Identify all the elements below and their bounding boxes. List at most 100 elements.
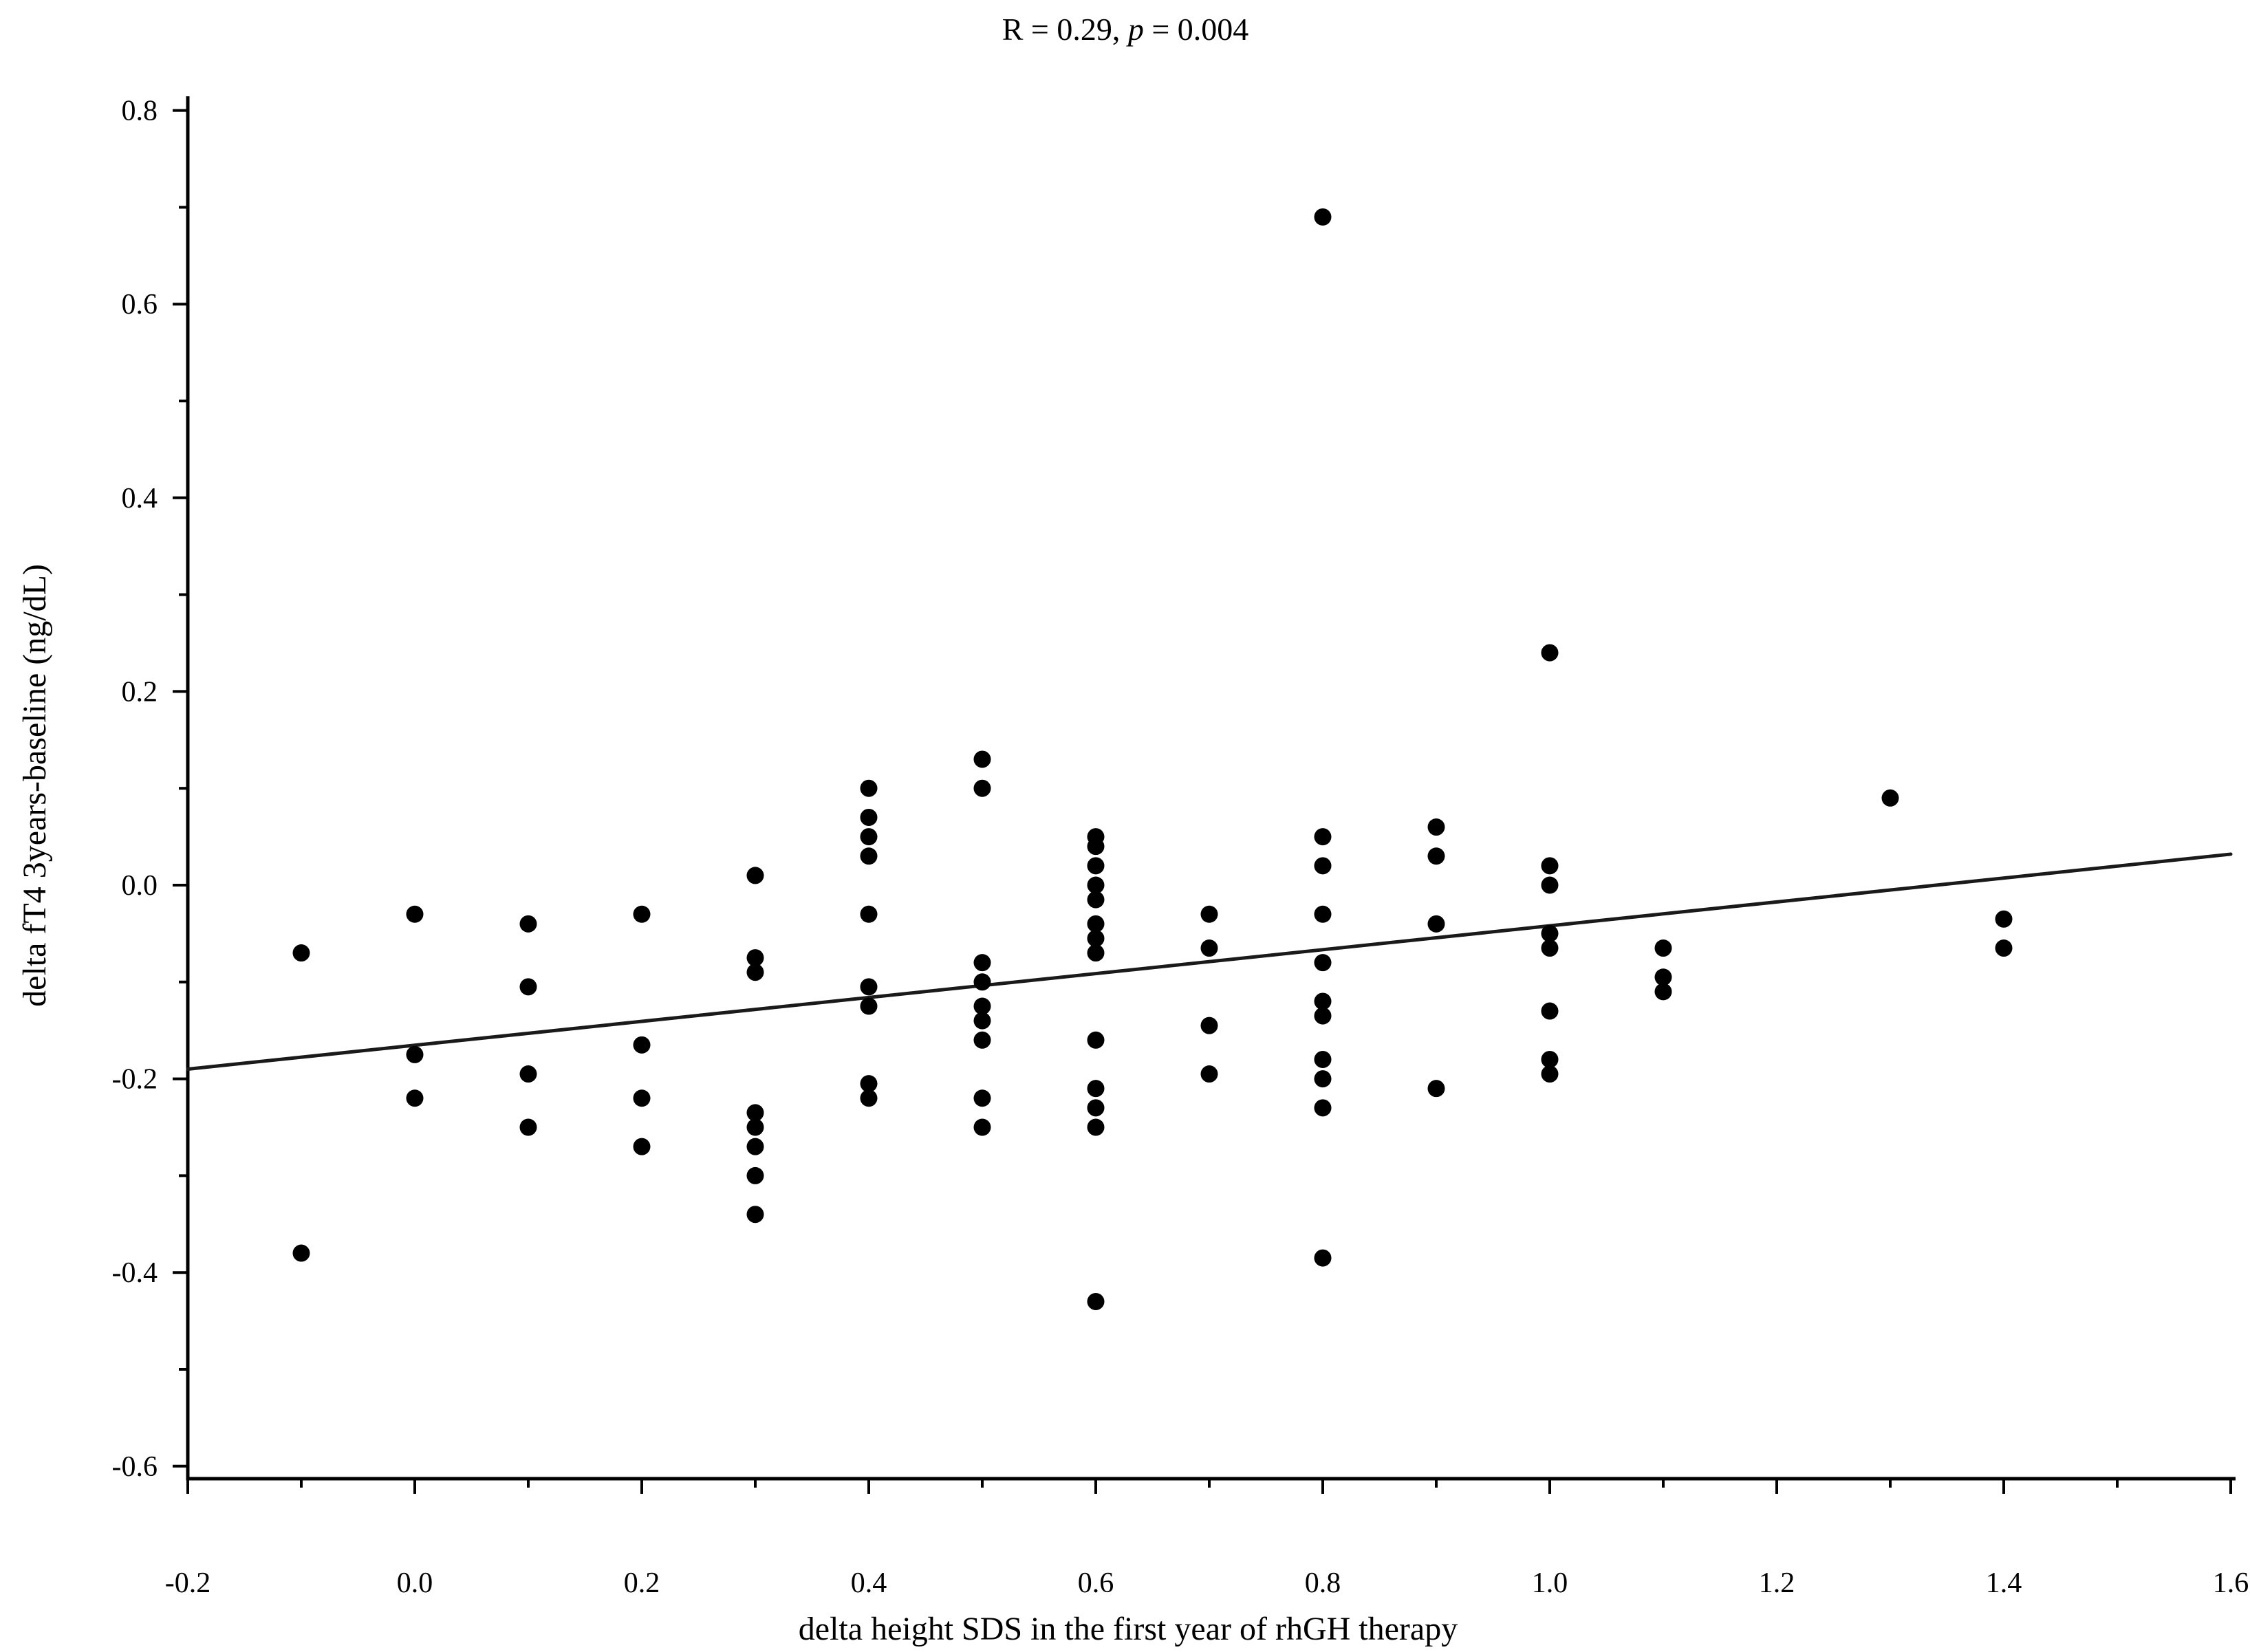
data-point bbox=[973, 973, 991, 991]
data-point bbox=[860, 978, 878, 996]
data-point bbox=[746, 1138, 764, 1155]
data-point bbox=[860, 828, 878, 846]
x-tick-label: 1.0 bbox=[1532, 1567, 1568, 1599]
data-point bbox=[1541, 1002, 1559, 1020]
data-point bbox=[1314, 208, 1332, 226]
data-point bbox=[1995, 939, 2013, 957]
data-point bbox=[1087, 1099, 1105, 1117]
data-point bbox=[1541, 644, 1559, 662]
y-tick-label: -0.4 bbox=[112, 1257, 158, 1289]
data-point bbox=[973, 954, 991, 972]
data-point bbox=[973, 779, 991, 797]
y-tick-label: -0.2 bbox=[112, 1064, 158, 1096]
data-point bbox=[406, 1089, 424, 1107]
data-point bbox=[1314, 1007, 1332, 1025]
x-tick-label: 1.2 bbox=[1759, 1567, 1795, 1599]
data-point bbox=[633, 905, 651, 923]
data-point bbox=[973, 1031, 991, 1049]
data-point bbox=[1200, 939, 1218, 957]
data-point bbox=[406, 905, 424, 923]
data-point bbox=[519, 978, 537, 996]
data-point bbox=[1087, 929, 1105, 947]
data-point bbox=[1427, 847, 1445, 865]
data-point bbox=[1087, 1080, 1105, 1098]
data-point bbox=[1654, 939, 1672, 957]
data-point bbox=[1881, 789, 1899, 807]
y-tick-label: -0.6 bbox=[112, 1451, 158, 1483]
data-point bbox=[1087, 1292, 1105, 1310]
chart-title-prefix: R = 0.29, bbox=[1002, 12, 1128, 47]
y-tick-label: 0.8 bbox=[122, 96, 158, 127]
y-tick-label: 0.4 bbox=[122, 483, 158, 514]
x-tick-label: -0.2 bbox=[165, 1567, 211, 1599]
data-points bbox=[292, 208, 2013, 1310]
data-point bbox=[519, 1065, 537, 1083]
axis-ticks bbox=[173, 109, 2232, 1494]
data-point bbox=[292, 1244, 310, 1262]
data-point bbox=[746, 1118, 764, 1136]
x-tick-label: 0.2 bbox=[624, 1567, 660, 1599]
data-point bbox=[1087, 944, 1105, 962]
data-point bbox=[860, 808, 878, 826]
x-tick-label: 0.6 bbox=[1078, 1567, 1114, 1599]
data-point bbox=[406, 1045, 424, 1063]
data-point bbox=[973, 997, 991, 1015]
data-point bbox=[1541, 857, 1559, 875]
x-tick-label: 1.4 bbox=[1986, 1567, 2022, 1599]
data-point bbox=[973, 1012, 991, 1030]
data-point bbox=[1541, 1050, 1559, 1068]
data-point bbox=[1541, 939, 1559, 957]
data-point bbox=[1314, 1050, 1332, 1068]
data-point bbox=[1541, 876, 1559, 894]
data-point bbox=[973, 750, 991, 768]
data-point bbox=[1427, 1080, 1445, 1098]
data-point bbox=[973, 1118, 991, 1136]
data-point bbox=[1087, 876, 1105, 894]
data-point bbox=[1087, 838, 1105, 856]
data-point bbox=[860, 997, 878, 1015]
data-point bbox=[1654, 968, 1672, 986]
data-point bbox=[860, 1089, 878, 1107]
y-tick-label: 0.2 bbox=[122, 676, 158, 708]
data-point bbox=[860, 1075, 878, 1093]
data-point bbox=[1314, 857, 1332, 875]
data-point bbox=[746, 1206, 764, 1224]
x-tick-label: 0.0 bbox=[397, 1567, 433, 1599]
chart-title: R = 0.29, p = 0.004 bbox=[1002, 12, 1249, 47]
data-point bbox=[1087, 915, 1105, 933]
data-point bbox=[1427, 915, 1445, 933]
data-point bbox=[860, 847, 878, 865]
x-tick-label: 1.6 bbox=[2213, 1567, 2249, 1599]
data-point bbox=[746, 1166, 764, 1184]
data-point bbox=[633, 1089, 651, 1107]
data-point bbox=[1200, 905, 1218, 923]
data-point bbox=[1314, 1249, 1332, 1267]
data-point bbox=[860, 905, 878, 923]
data-point bbox=[1314, 1099, 1332, 1117]
data-point bbox=[746, 867, 764, 884]
data-point bbox=[1314, 1070, 1332, 1088]
data-point bbox=[1541, 1065, 1559, 1083]
x-tick-label: 0.4 bbox=[851, 1567, 887, 1599]
data-point bbox=[519, 915, 537, 933]
data-point bbox=[1314, 828, 1332, 846]
data-point bbox=[1654, 983, 1672, 1001]
data-point bbox=[973, 1089, 991, 1107]
data-point bbox=[1087, 891, 1105, 909]
axis-tick-labels: -0.6 -0.4 -0.2 0.0 0.2 0.4 0.6 0.8 -0.2 0.0 0.2 0.4… bbox=[112, 96, 2249, 1599]
data-point bbox=[1200, 1017, 1218, 1034]
data-point bbox=[1541, 924, 1559, 942]
data-point bbox=[1200, 1065, 1218, 1083]
data-point bbox=[1314, 905, 1332, 923]
data-point bbox=[746, 949, 764, 967]
y-tick-label: 0.6 bbox=[122, 289, 158, 320]
chart-title-suffix: = 0.004 bbox=[1144, 12, 1248, 47]
data-point bbox=[519, 1118, 537, 1136]
chart-title-italic-p: p bbox=[1126, 12, 1144, 47]
y-tick-label: 0.0 bbox=[122, 870, 158, 902]
data-point bbox=[1995, 910, 2013, 928]
data-point bbox=[746, 964, 764, 981]
data-point bbox=[633, 1138, 651, 1155]
